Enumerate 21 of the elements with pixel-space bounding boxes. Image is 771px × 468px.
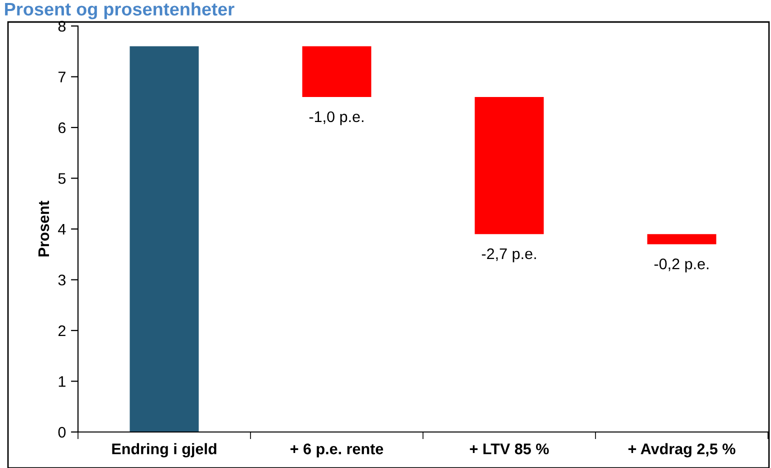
bar — [647, 234, 716, 244]
x-tick-label: + 6 p.e. rente — [290, 444, 384, 458]
y-tick-label: 5 — [58, 173, 66, 184]
chart-title: Prosent og prosentenheter — [5, 2, 234, 20]
x-tick-label: + Avdrag 2,5 % — [628, 443, 736, 458]
bar — [130, 46, 199, 432]
data-label: -0,2 p.e. — [654, 258, 708, 272]
data-label: -1,0 p.e. — [309, 111, 364, 126]
bar — [474, 97, 544, 234]
x-tick-label: + LTV 85 % — [470, 444, 549, 454]
data-label: -2,7 p.e. — [482, 248, 536, 262]
y-axis-title: Prosent — [38, 200, 50, 256]
y-tick-label: 2 — [58, 325, 66, 336]
y-tick-label: 7 — [58, 72, 66, 82]
y-tick-label: 4 — [58, 224, 66, 235]
bar — [302, 46, 372, 98]
x-tick-label: Endring i gjeld — [112, 443, 216, 458]
y-tick-label: 6 — [58, 122, 66, 134]
y-tick-label: 0 — [58, 426, 66, 438]
y-tick-label: 1 — [58, 376, 66, 387]
y-tick-label: 3 — [58, 274, 66, 286]
